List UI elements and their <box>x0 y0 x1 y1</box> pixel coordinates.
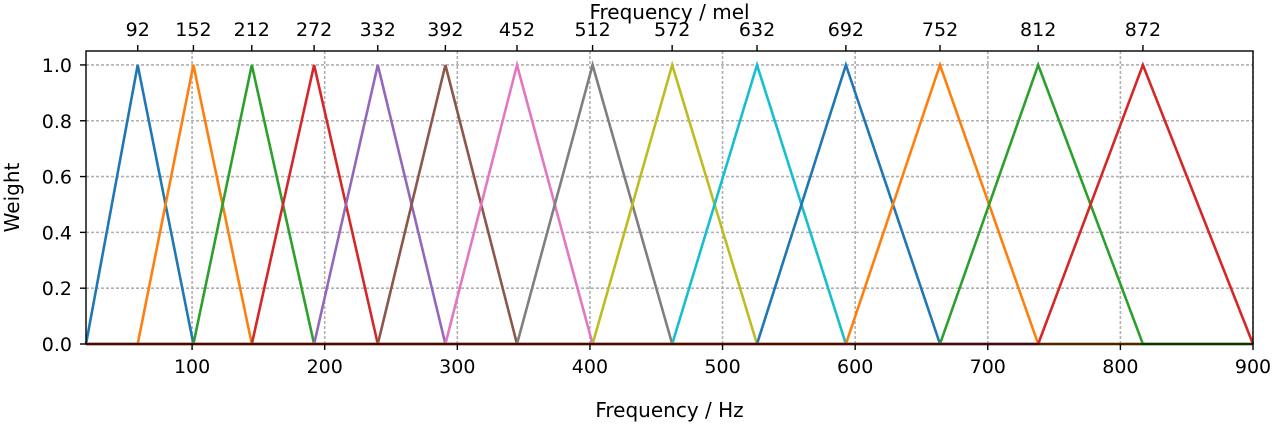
mel-tick-label: 632 <box>739 19 775 41</box>
plot-frame <box>85 50 1254 345</box>
x-axis: 100 200 300 400 500 600 700 800 900 <box>174 344 1271 378</box>
mel-tick-label: 512 <box>574 19 610 41</box>
mel-tick-label: 332 <box>360 19 396 41</box>
x-tick-label: 800 <box>1102 356 1138 378</box>
mel-tick-label: 572 <box>654 19 690 41</box>
y-axis: 0.0 0.2 0.4 0.6 0.8 1.0 <box>42 55 86 356</box>
mel-tick-label: 872 <box>1125 19 1161 41</box>
mel-tick-label: 752 <box>922 19 958 41</box>
mel-tick-label: 92 <box>126 19 150 41</box>
mel-tick-label: 692 <box>828 19 864 41</box>
x-tick-label: 900 <box>1235 356 1271 378</box>
x-tick-label: 500 <box>704 356 740 378</box>
y-tick-label: 0.4 <box>42 222 72 244</box>
mel-axis-title: Frequency / mel <box>589 0 749 24</box>
y-tick-label: 0.2 <box>42 278 72 300</box>
y-tick-label: 1.0 <box>42 55 72 77</box>
y-axis-title: Weight <box>0 163 24 233</box>
y-tick-label: 0.0 <box>42 334 72 356</box>
mel-tick-label: 392 <box>427 19 463 41</box>
x-tick-label: 200 <box>307 356 343 378</box>
mel-tick-label: 812 <box>1020 19 1056 41</box>
y-tick-label: 0.8 <box>42 111 72 133</box>
mel-tick-label: 452 <box>499 19 535 41</box>
mel-tick-label: 152 <box>175 19 211 41</box>
mel-tick-label: 272 <box>296 19 332 41</box>
filter-series <box>84 59 1255 346</box>
y-tick-label: 0.6 <box>42 167 72 189</box>
x-tick-label: 400 <box>572 356 608 378</box>
x-tick-label: 700 <box>970 356 1006 378</box>
x-tick-label: 100 <box>174 356 210 378</box>
x-tick-label: 300 <box>439 356 475 378</box>
mel-tick-label: 212 <box>234 19 270 41</box>
x-axis-title: Frequency / Hz <box>595 398 743 422</box>
x-tick-label: 600 <box>837 356 873 378</box>
mel-axis: 92 152 212 272 332 392 452 512 572 632 692 752 812 87… <box>126 19 1161 51</box>
